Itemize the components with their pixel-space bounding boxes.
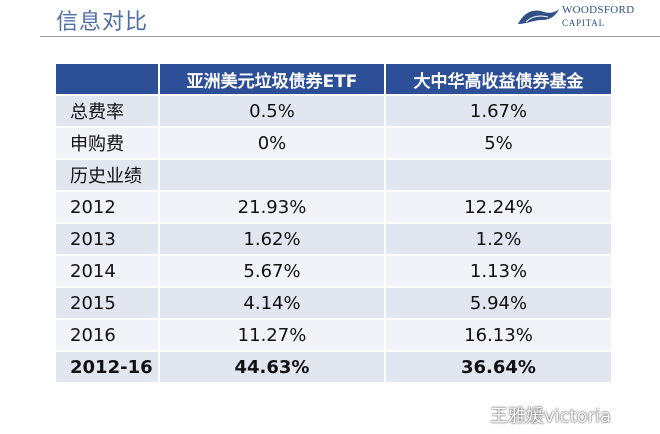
fund-value: 5.94%: [386, 288, 611, 318]
etf-value: 44.63%: [160, 352, 386, 382]
row-label: 历史业绩: [56, 160, 160, 190]
table-total-row: 2012-16 44.63% 36.64%: [56, 352, 611, 382]
fund-value: 36.64%: [386, 352, 611, 382]
table-row: 2012 21.93% 12.24%: [56, 192, 611, 222]
etf-value: 0.5%: [160, 96, 386, 126]
table-row: 2015 4.14% 5.94%: [56, 288, 611, 318]
row-label: 2015: [56, 288, 160, 318]
fund-value: 5%: [386, 128, 611, 158]
row-label: 总费率: [56, 96, 160, 126]
etf-value: 4.14%: [160, 288, 386, 318]
company-logo: WOODSFORD CAPITAL: [516, 2, 660, 32]
logo-emblem-icon: [518, 9, 559, 24]
table-row: 2014 5.67% 1.13%: [56, 256, 611, 286]
table-row: 申购费 0% 5%: [56, 128, 611, 158]
table-row: 2016 11.27% 16.13%: [56, 320, 611, 350]
row-label: 2014: [56, 256, 160, 286]
fund-value: 1.2%: [386, 224, 611, 254]
fund-value: 16.13%: [386, 320, 611, 350]
table-header-row: 亚洲美元垃圾债券ETF 大中华高收益债券基金: [56, 64, 611, 94]
page-title: 信息对比: [56, 10, 149, 35]
header-corner-cell: [56, 64, 160, 94]
fund-value: 12.24%: [386, 192, 611, 222]
etf-value: 5.67%: [160, 256, 386, 286]
etf-value: 21.93%: [160, 192, 386, 222]
row-label: 2012-16: [56, 352, 160, 382]
row-label: 申购费: [56, 128, 160, 158]
fund-value: 1.13%: [386, 256, 611, 286]
fund-value: 1.67%: [386, 96, 611, 126]
title-divider: [40, 36, 660, 37]
comparison-table: 亚洲美元垃圾债券ETF 大中华高收益债券基金 总费率 0.5% 1.67% 申购…: [56, 62, 611, 384]
row-label: 2012: [56, 192, 160, 222]
etf-value: [160, 160, 386, 190]
header-etf: 亚洲美元垃圾债券ETF: [160, 64, 386, 94]
table-row: 历史业绩: [56, 160, 611, 190]
header-fund: 大中华高收益债券基金: [386, 64, 611, 94]
etf-value: 0%: [160, 128, 386, 158]
row-label: 2016: [56, 320, 160, 350]
fund-value: [386, 160, 611, 190]
weibo-icon: [470, 406, 486, 427]
watermark-text: 王雅媛victoria: [490, 406, 612, 427]
etf-value: 1.62%: [160, 224, 386, 254]
table-row: 总费率 0.5% 1.67%: [56, 96, 611, 126]
logo-text-line1: WOODSFORD: [562, 4, 635, 16]
logo-text-line2: CAPITAL: [562, 18, 605, 28]
watermark: 王雅媛victoria: [470, 402, 611, 428]
table-row: 2013 1.62% 1.2%: [56, 224, 611, 254]
row-label: 2013: [56, 224, 160, 254]
etf-value: 11.27%: [160, 320, 386, 350]
